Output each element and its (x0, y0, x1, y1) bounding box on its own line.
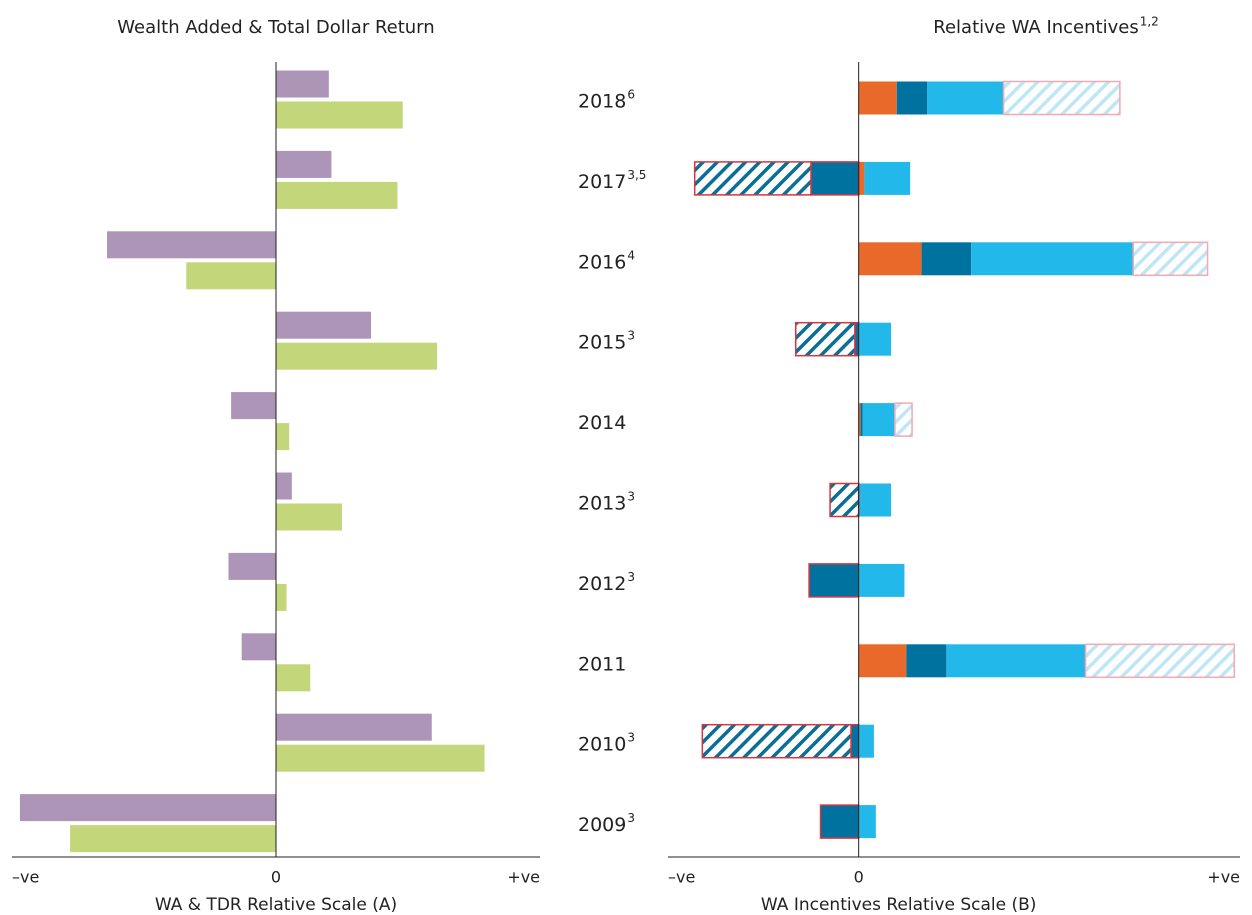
category-label: 2011 (578, 653, 626, 675)
bar-segment (858, 403, 861, 437)
bar-segment (693, 161, 812, 196)
bar (276, 101, 403, 129)
x-tick-label: 0 (271, 868, 281, 887)
bar-segment (858, 483, 892, 517)
category-note: 3 (627, 731, 635, 745)
bar-segment (1002, 80, 1121, 116)
bar-segment (858, 805, 876, 839)
bar (276, 150, 332, 178)
bar (276, 70, 329, 98)
category-label: 2012 (578, 573, 626, 595)
bar-segment (946, 644, 1086, 678)
bar (241, 633, 276, 661)
bar-segment (896, 81, 928, 115)
category-label: 2010 (578, 734, 626, 756)
bar (228, 552, 276, 580)
x-axis-label: WA Incentives Relative Scale (B) (761, 895, 1036, 915)
bar-segment (862, 403, 895, 437)
category-label: 2017 (578, 171, 626, 193)
category-note: 3,5 (627, 168, 646, 182)
bar-segment (819, 804, 860, 839)
category-note: 3 (627, 811, 635, 825)
bar-segment (858, 242, 922, 276)
bar-segment (829, 482, 860, 518)
category-note: 6 (627, 88, 635, 102)
bar (70, 825, 276, 853)
bar (231, 392, 276, 420)
bar-segment (701, 723, 852, 759)
bar (276, 744, 485, 772)
bar (276, 472, 292, 500)
bar (276, 342, 438, 370)
category-label: 2016 (578, 251, 626, 273)
title-note: 1,2 (1140, 15, 1159, 29)
chart-title: Wealth Added & Total Dollar Return (117, 17, 434, 38)
bar-segment (860, 403, 863, 437)
x-tick-label: +ve (507, 868, 540, 887)
bar (276, 423, 290, 451)
bar-segment (1132, 241, 1209, 277)
bar-segment (858, 81, 897, 115)
bar-segment (921, 242, 972, 276)
bar (107, 231, 276, 259)
bar (276, 664, 311, 692)
category-label: 2013 (578, 493, 626, 515)
category-note: 3 (627, 570, 635, 584)
category-label: 2014 (578, 412, 626, 434)
bar-segment (971, 242, 1134, 276)
bar-segment (858, 644, 907, 678)
bar-segment (858, 322, 892, 356)
bar-segment (858, 724, 874, 758)
bar (276, 503, 342, 531)
bar-segment (794, 321, 856, 357)
bar (276, 713, 432, 741)
x-tick-label: –ve (12, 868, 39, 887)
chart-title: Relative WA Incentives (933, 17, 1138, 38)
bar-segment (906, 644, 947, 678)
category-label: 2015 (578, 332, 626, 354)
bar-segment (850, 723, 860, 759)
bar-segment (894, 402, 913, 437)
x-axis-label: WA & TDR Relative Scale (A) (155, 895, 397, 915)
category-note: 3 (627, 329, 635, 343)
x-tick-label: +ve (1207, 868, 1240, 887)
bar (19, 794, 276, 822)
bar (186, 262, 276, 290)
category-label: 2009 (578, 814, 626, 836)
bar (276, 311, 372, 339)
bar-segment (927, 81, 1004, 115)
bar (276, 181, 398, 209)
category-label: 2018 (578, 91, 626, 113)
bar (276, 583, 287, 611)
x-tick-label: 0 (854, 868, 864, 887)
bar-segment (808, 563, 860, 598)
bar-segment (864, 161, 911, 195)
bar-segment (1084, 643, 1236, 679)
bar-segment (810, 161, 860, 196)
bar-segment (858, 563, 905, 597)
category-note: 4 (627, 248, 635, 262)
x-tick-label: –ve (668, 868, 695, 887)
bar-segment (858, 161, 865, 195)
category-note: 3 (627, 490, 635, 504)
